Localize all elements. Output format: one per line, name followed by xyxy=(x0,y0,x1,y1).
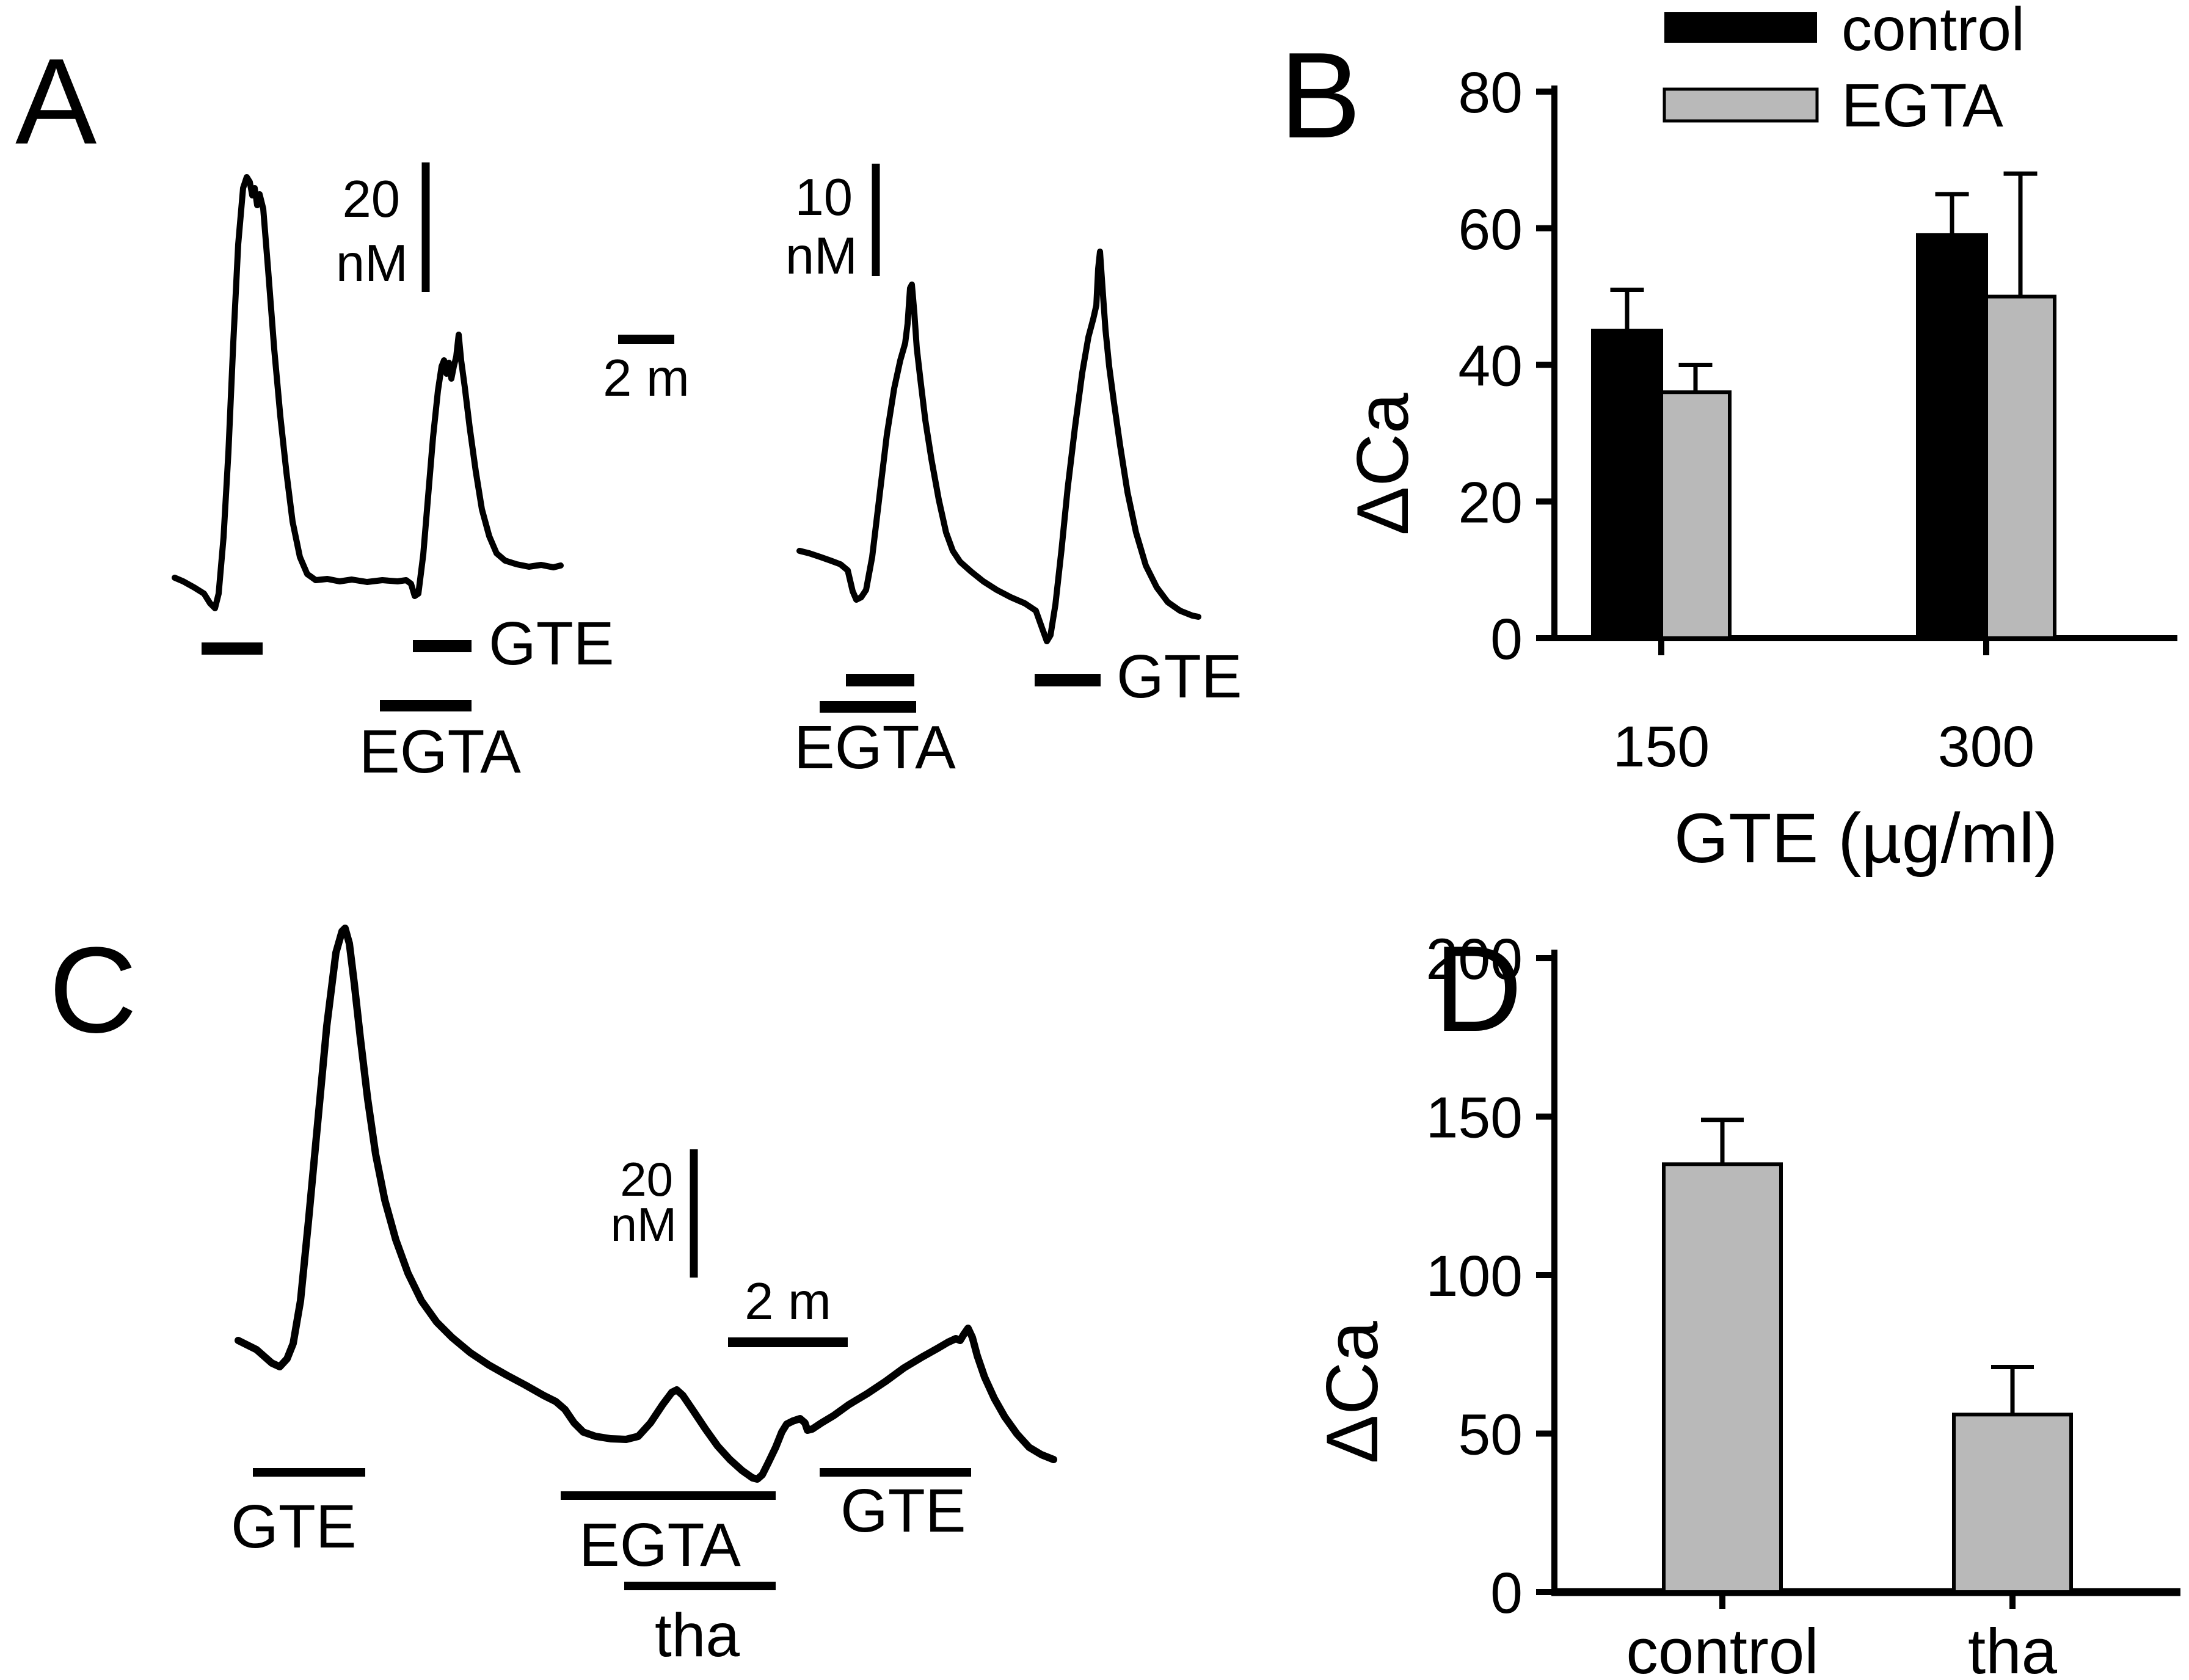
x-tick-label: tha xyxy=(1968,1616,2058,1680)
amplitude-scale-unit-a-right: nM xyxy=(785,227,858,285)
y-tick-label: 60 xyxy=(1458,197,1523,262)
stim-bar-egta-c xyxy=(561,1491,776,1500)
amplitude-scale-value-a-left: 20 xyxy=(342,170,400,228)
y-tick-label: 50 xyxy=(1458,1403,1523,1467)
amplitude-scale-value-c: 20 xyxy=(620,1152,673,1206)
stim-bar-egta-a-right xyxy=(820,701,916,713)
y-tick-label: 20 xyxy=(1458,470,1523,535)
panel-d-y-axis-title: ΔCa xyxy=(1311,1321,1393,1464)
bar-EGTA-150 xyxy=(1659,390,1732,640)
stim-bar-gte-second-a-right xyxy=(1035,674,1101,686)
stim-label-gte-first-c: GTE xyxy=(231,1493,357,1561)
x-tick-label: control xyxy=(1626,1616,1818,1680)
y-tick-label: 150 xyxy=(1426,1086,1523,1151)
stim-label-egta-c: EGTA xyxy=(579,1511,741,1579)
stim-label-gte-second-c: GTE xyxy=(840,1477,966,1545)
stim-label-gte-a-left: GTE xyxy=(489,609,614,678)
legend-label-egta: EGTA xyxy=(1841,71,2003,140)
panel-c: C 20 nM 2 m GTE EGTA tha GTE xyxy=(49,922,1057,1670)
time-scale-label-c: 2 m xyxy=(745,1273,831,1331)
stim-bar-gte-first-a-right xyxy=(846,674,914,686)
bar-control-300 xyxy=(1916,233,1988,640)
panel-d: D 0 50 100 150 200 control tha ΔCa xyxy=(1311,921,2180,1680)
stim-label-gte-a-right: GTE xyxy=(1116,642,1242,711)
y-tick-label: 200 xyxy=(1426,927,1523,992)
stim-label-egta-a-left: EGTA xyxy=(359,718,521,786)
panel-b-bars: 0 20 40 60 80 150 300 xyxy=(1458,60,2056,779)
stim-bar-gte-second-a-left xyxy=(413,640,472,652)
bar-control-150 xyxy=(1591,329,1663,640)
legend-swatch-control xyxy=(1664,12,1817,43)
trace-a-right xyxy=(796,249,1201,644)
panel-b: B 0 20 40 60 80 150 300 GTE (µg/ml) ΔCa contro… xyxy=(1280,0,2177,878)
panel-a-label: A xyxy=(15,34,97,170)
bar-d-bar-tha xyxy=(1952,1413,2073,1595)
trace-c xyxy=(235,925,1057,1483)
stim-bar-gte-second-c xyxy=(820,1468,971,1477)
bar-d-bar-control xyxy=(1662,1162,1783,1594)
stim-bar-gte-first-a-left xyxy=(202,642,263,655)
legend-label-control: control xyxy=(1841,0,2025,64)
stim-bar-egta-a-left xyxy=(380,700,472,711)
stim-label-tha-c: tha xyxy=(655,1601,740,1670)
panel-d-label: D xyxy=(1434,921,1522,1057)
y-tick-label: 80 xyxy=(1458,60,1523,125)
stim-bar-gte-first-c xyxy=(253,1468,365,1477)
x-tick-label: 150 xyxy=(1613,715,1710,779)
amplitude-scale-value-a-right: 10 xyxy=(795,169,853,227)
panel-d-bars: 0 50 100 150 200 control tha xyxy=(1426,927,2073,1680)
bar-EGTA-300 xyxy=(1984,294,2056,640)
amplitude-scale-unit-a-left: nM xyxy=(336,235,408,293)
panel-b-x-axis-title: GTE (µg/ml) xyxy=(1674,799,2058,878)
legend-swatch-egta xyxy=(1663,87,1819,123)
x-tick-label: 300 xyxy=(1938,715,2035,779)
time-scalebar-c xyxy=(728,1337,848,1347)
panel-a: A 20 nM 2 m GTE EGTA 10 nM GTE EGTA xyxy=(15,34,1242,786)
stim-bar-tha-c xyxy=(624,1582,776,1590)
y-tick-label: 40 xyxy=(1458,334,1523,399)
y-tick-label: 100 xyxy=(1426,1244,1523,1309)
panel-c-label: C xyxy=(49,922,137,1058)
time-scalebar-a xyxy=(618,335,674,344)
time-scale-label-a: 2 m xyxy=(603,349,690,407)
panel-b-label: B xyxy=(1280,27,1361,164)
y-tick-label: 0 xyxy=(1490,1561,1523,1626)
panel-b-y-axis-title: ΔCa xyxy=(1342,393,1424,536)
stim-label-egta-a-right: EGTA xyxy=(794,713,956,782)
amplitude-scale-unit-c: nM xyxy=(611,1198,677,1251)
trace-a-left xyxy=(172,174,564,611)
y-tick-label: 0 xyxy=(1490,607,1523,672)
